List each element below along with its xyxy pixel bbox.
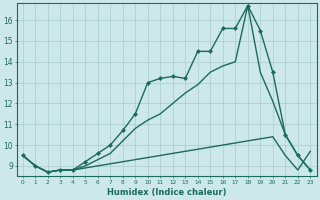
X-axis label: Humidex (Indice chaleur): Humidex (Indice chaleur)	[107, 188, 226, 197]
